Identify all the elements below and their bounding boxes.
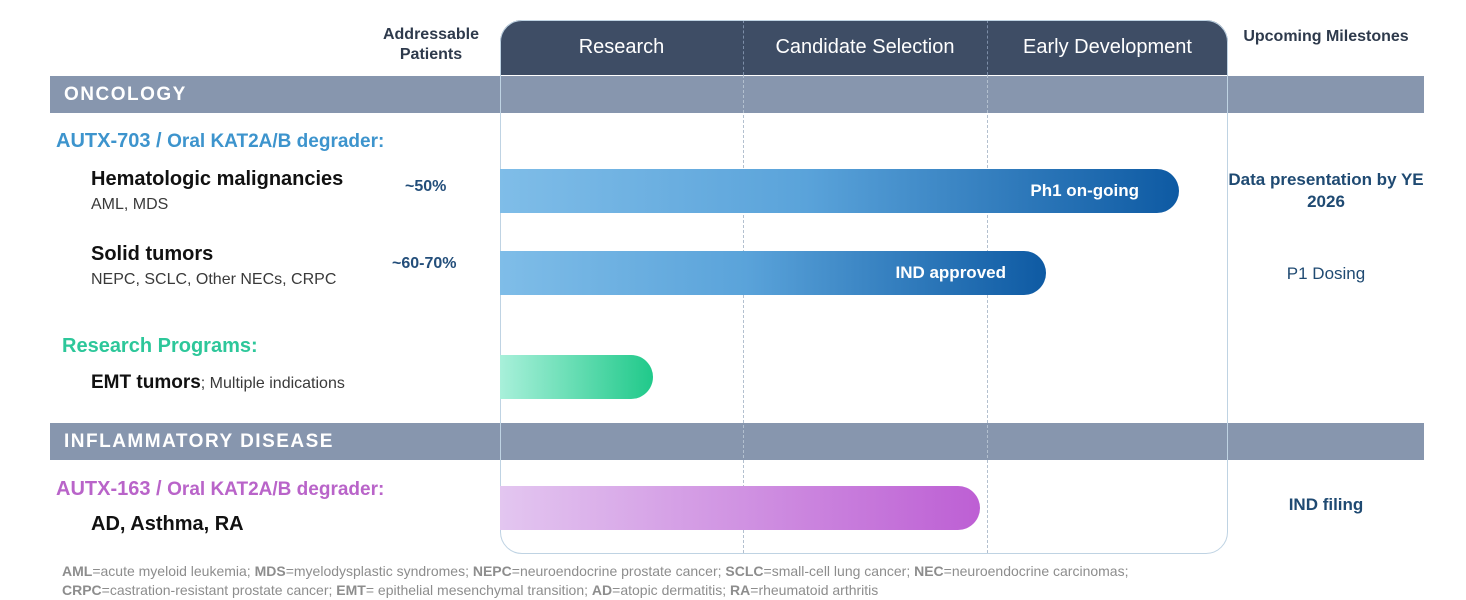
indication-title-heme: Hematologic malignancies xyxy=(91,168,344,190)
footnote-abbr: AML xyxy=(62,563,93,579)
program-autx-703: AUTX-703 / Oral KAT2A/B degrader: xyxy=(56,130,384,153)
program-research: Research Programs: xyxy=(62,335,258,357)
program-description: Oral KAT2A/B degrader: xyxy=(167,131,385,152)
progress-bar-ad xyxy=(500,486,980,530)
footnote-item: SCLC=small-cell lung cancer; xyxy=(725,563,915,579)
footnote-abbr: NEC xyxy=(914,563,944,579)
progress-bar-emt xyxy=(500,355,653,399)
phase-divider xyxy=(987,20,988,75)
patients-heme: ~50% xyxy=(405,178,447,195)
phase-divider xyxy=(743,20,744,75)
indication-sub-heme: AML, MDS xyxy=(91,196,169,213)
milestone-heme: Data presentation by YE 2026 xyxy=(1228,170,1424,211)
milestone-ad: IND filing xyxy=(1288,495,1364,514)
upcoming-milestones-header: Upcoming Milestones xyxy=(1243,28,1409,45)
milestone-solid: P1 Dosing xyxy=(1286,264,1366,283)
program-name: AUTX-163 xyxy=(56,478,151,500)
footnote-abbr: NEPC xyxy=(472,563,512,579)
footnote-abbr: RA xyxy=(730,582,751,598)
footnote-item: EMT= epithelial mesenchymal transition; xyxy=(336,582,592,598)
indication-title-emt: EMT tumors xyxy=(91,372,201,393)
footnote-item: NEC=neuroendocrine carcinomas; xyxy=(914,563,1129,579)
footnote-abbr: SCLC xyxy=(725,563,764,579)
program-separator: / xyxy=(150,130,168,152)
bar-label-solid: IND approved xyxy=(895,263,1006,282)
footnote-item: AML=acute myeloid leukemia; xyxy=(62,563,255,579)
footnote-item: RA=rheumatoid arthritis xyxy=(730,582,879,598)
footnote-item: AD=atopic dermatitis; xyxy=(591,582,731,598)
stage-gridline xyxy=(743,75,744,553)
stage-gridline xyxy=(987,75,988,553)
progress-bar-solid: IND approved xyxy=(500,251,1046,295)
program-description: Oral KAT2A/B degrader: xyxy=(167,479,385,500)
patients-solid: ~60-70% xyxy=(392,255,457,272)
phase-header-bar: Research Candidate Selection Early Devel… xyxy=(500,20,1228,75)
footnote-abbr: CRPC xyxy=(62,582,102,598)
footnote-abbr: MDS xyxy=(254,563,286,579)
section-inflammatory-disease: INFLAMMATORY DISEASE xyxy=(50,423,1424,460)
footnote-item: CRPC=castration-resistant prostate cance… xyxy=(62,582,337,598)
footnote: AML=acute myeloid leukemia; MDS=myelodys… xyxy=(62,562,1452,600)
indication-sub-emt: ; Multiple indications xyxy=(200,375,345,392)
program-autx-163: AUTX-163 / Oral KAT2A/B degrader: xyxy=(56,478,384,501)
progress-bar-heme: Ph1 on-going xyxy=(500,169,1179,213)
footnote-abbr: AD xyxy=(591,582,613,598)
footnote-item: NEPC=neuroendocrine prostate cancer; xyxy=(472,563,726,579)
indication-sub-solid: NEPC, SCLC, Other NECs, CRPC xyxy=(91,271,337,288)
bar-label-heme: Ph1 on-going xyxy=(1030,181,1139,200)
footnote-abbr: EMT xyxy=(336,582,366,598)
indication-title-solid: Solid tumors xyxy=(91,243,214,265)
indication-emt: EMT tumors; Multiple indications xyxy=(91,372,345,394)
section-oncology: ONCOLOGY xyxy=(50,76,1424,113)
footnote-item: MDS=myelodysplastic syndromes; xyxy=(254,563,473,579)
indication-title-ad: AD, Asthma, RA xyxy=(91,513,244,535)
phase-candidate-selection: Candidate Selection xyxy=(775,36,955,58)
phase-research: Research xyxy=(578,36,665,58)
phase-early-development: Early Development xyxy=(1023,36,1192,58)
program-separator: / xyxy=(150,478,168,500)
addressable-patients-header: Addressable Patients xyxy=(382,26,480,63)
program-name: AUTX-703 xyxy=(56,130,151,152)
